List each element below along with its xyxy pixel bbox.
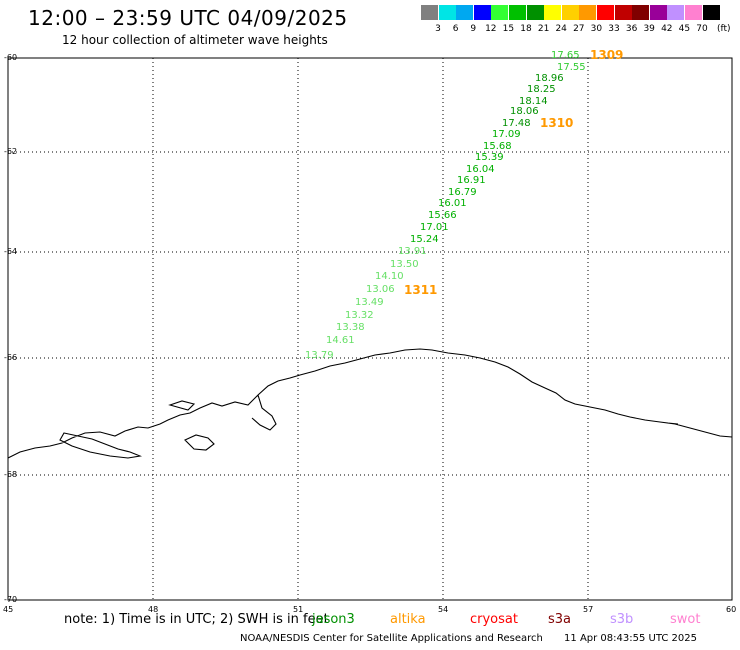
latitude-label: -68 xyxy=(4,470,18,479)
wave-height-label: 14.61 xyxy=(326,335,355,346)
wave-height-label: 17.48 xyxy=(502,118,531,129)
legend-level: 18 xyxy=(520,24,532,34)
wave-height-label: 13.38 xyxy=(336,322,365,333)
wave-height-label: 15.66 xyxy=(428,210,457,221)
latitude-label: -66 xyxy=(4,353,18,362)
legend-unit: (ft) xyxy=(717,24,731,34)
footer: NOAA/NESDIS Center for Satellite Applica… xyxy=(240,633,697,644)
longitude-label: 54 xyxy=(438,605,449,614)
legend-level: 45 xyxy=(678,24,691,34)
legend-level: 24 xyxy=(555,24,567,34)
map-subtitle: 12 hour collection of altimeter wave hei… xyxy=(62,33,328,47)
legend-swatch xyxy=(561,5,579,20)
wave-height-label: 13.49 xyxy=(355,297,384,308)
legend-swatch xyxy=(649,5,667,20)
wave-height-label: 15.24 xyxy=(410,234,439,245)
legend-swatch xyxy=(597,5,614,20)
satellite-legend-item: s3a xyxy=(548,612,572,627)
legend-level: 9 xyxy=(470,24,477,34)
latitude-label: -62 xyxy=(4,147,18,156)
wave-height-label: 16.79 xyxy=(448,187,477,198)
legend-level: 70 xyxy=(696,24,708,34)
legend-level: 3 xyxy=(435,24,441,34)
timestamp-text: 11 Apr 08:43:55 UTC 2025 xyxy=(564,633,697,644)
legend-level: 21 xyxy=(537,24,550,34)
longitude-label: 45 xyxy=(3,605,14,614)
legend-swatch xyxy=(491,5,509,20)
satellite-legend-item: s3b xyxy=(610,612,634,627)
wave-height-label: 13.79 xyxy=(305,350,334,361)
wave-height-label: 18.96 xyxy=(535,73,564,84)
legend-level: 36 xyxy=(625,24,638,34)
wave-height-label: 16.91 xyxy=(457,175,486,186)
legend-level: 33 xyxy=(608,24,620,34)
longitude-label: 48 xyxy=(148,605,159,614)
wave-height-label: 17.01 xyxy=(420,222,449,233)
longitude-label: 51 xyxy=(293,605,304,614)
pass-number-label: 1309 xyxy=(590,48,624,62)
footnote: note: 1) Time is in UTC; 2) SWH is in fe… xyxy=(64,612,329,627)
legend-swatch xyxy=(667,5,685,20)
legend-swatch xyxy=(614,5,632,20)
map-frame xyxy=(7,57,733,601)
legend-level: 42 xyxy=(661,24,673,34)
legend-level: 39 xyxy=(643,24,655,34)
wave-height-label: 18.06 xyxy=(510,106,539,117)
wave-height-label: 13.50 xyxy=(390,259,419,270)
legend-level: 12 xyxy=(485,24,497,34)
pass-number-label: 1310 xyxy=(540,116,574,130)
legend-swatch xyxy=(544,5,562,20)
credit-text: NOAA/NESDIS Center for Satellite Applica… xyxy=(240,633,543,644)
wave-height-label: 17.65 xyxy=(551,50,580,61)
legend-level: 15 xyxy=(502,24,515,34)
wave-height-label: 13.91 xyxy=(398,246,427,257)
legend-swatch xyxy=(473,5,491,20)
latitude-label: -60 xyxy=(4,53,18,62)
satellite-legend-item: swot xyxy=(670,612,701,627)
wave-height-label: 15.68 xyxy=(483,141,512,152)
legend-swatch xyxy=(438,5,456,20)
satellite-legend-item: altika xyxy=(390,612,426,627)
legend-swatch xyxy=(421,5,438,20)
wave-height-label: 16.01 xyxy=(438,198,467,209)
antarctic-coastline xyxy=(7,348,733,459)
legend-swatch xyxy=(702,5,720,20)
legend-level: 30 xyxy=(590,24,603,34)
wave-height-label: 18.14 xyxy=(519,96,548,107)
wave-height-label: 13.32 xyxy=(345,310,374,321)
wave-height-label: 17.55 xyxy=(557,62,586,73)
wave-height-label: 16.04 xyxy=(466,164,495,175)
pass-number-label: 1311 xyxy=(404,283,438,297)
legend-swatch xyxy=(685,5,702,20)
wave-height-label: 14.10 xyxy=(375,271,404,282)
longitude-label: 60 xyxy=(726,605,737,614)
legend-level: 6 xyxy=(452,24,459,34)
map-title: 12:00 – 23:59 UTC 04/09/2025 xyxy=(28,6,348,30)
satellite-legend-item: cryosat xyxy=(470,612,518,627)
legend-swatch xyxy=(526,5,544,20)
latitude-label: -70 xyxy=(4,595,18,604)
satellite-legend-item: jason3 xyxy=(312,612,355,627)
wave-height-label: 17.09 xyxy=(492,129,521,140)
legend-swatch xyxy=(579,5,597,20)
longitude-label: 57 xyxy=(583,605,594,614)
legend-swatch xyxy=(632,5,650,20)
graticule xyxy=(8,58,732,600)
wave-height-label: 15.39 xyxy=(475,152,504,163)
latitude-label: -64 xyxy=(4,247,18,256)
legend-swatch xyxy=(456,5,474,20)
legend-swatch xyxy=(509,5,526,20)
legend-level: 27 xyxy=(573,24,585,34)
wave-height-label: 13.06 xyxy=(366,284,395,295)
wave-height-label: 18.25 xyxy=(527,84,556,95)
